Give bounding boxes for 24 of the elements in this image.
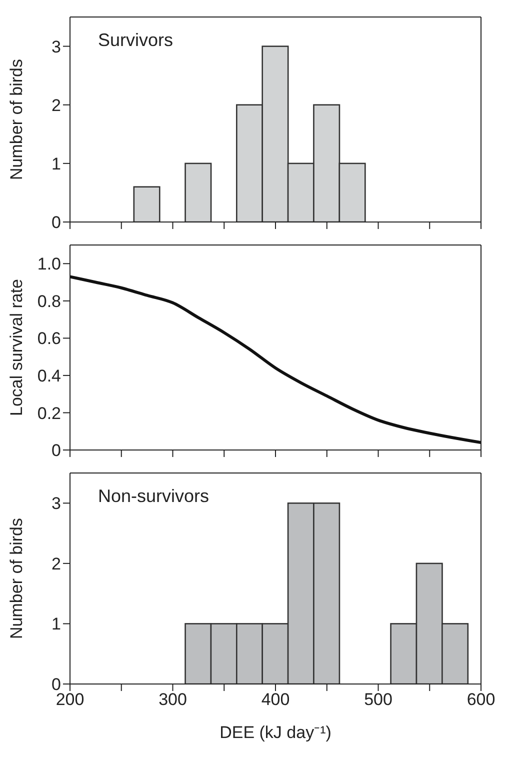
x-tick-label: 600 xyxy=(466,690,496,710)
y-tick-label: 0.2 xyxy=(37,404,61,423)
y-tick-label: 0.8 xyxy=(37,292,61,311)
x-axis-title: DEE (kJ day⁻¹) xyxy=(220,723,332,742)
annotation: Survivors xyxy=(98,30,174,51)
y-axis-title: Number of birds xyxy=(7,518,26,639)
line-series xyxy=(70,275,481,444)
x-tick-label: 300 xyxy=(158,690,187,710)
x-tick-label: 400 xyxy=(261,690,290,710)
y-tick-label: 1 xyxy=(52,154,61,174)
y-axis-title: Number of birds xyxy=(7,59,26,180)
annotation: Non-survivors xyxy=(98,486,210,507)
y-tick-label: 3 xyxy=(52,37,61,56)
y-axis-title: Local survival rate xyxy=(7,278,26,416)
y-tick-label: 2 xyxy=(52,96,61,115)
y-tick-label: 0.4 xyxy=(37,366,61,386)
y-tick-label: 1 xyxy=(52,614,61,634)
x-tick-label: 500 xyxy=(364,690,392,710)
y-tick-label: 0.6 xyxy=(37,329,61,348)
y-tick-label: 2 xyxy=(52,554,61,574)
y-tick-label: 1.0 xyxy=(37,254,61,274)
y-tick-label: 0 xyxy=(52,213,61,232)
y-tick-label: 0 xyxy=(52,441,61,460)
y-tick-label: 3 xyxy=(52,494,61,514)
